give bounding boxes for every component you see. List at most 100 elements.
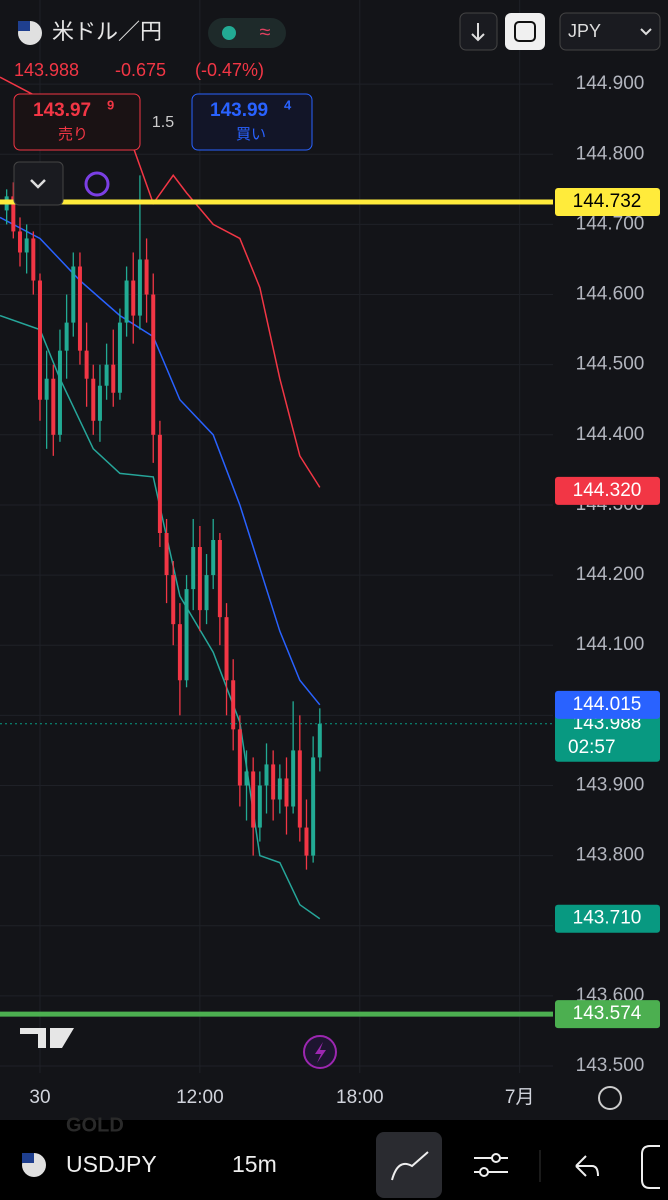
candle-body — [257, 785, 262, 828]
slider-knob — [479, 1167, 489, 1177]
candle-body — [211, 540, 216, 576]
candle-body — [124, 280, 129, 323]
candle-body — [297, 750, 302, 828]
candle-body — [244, 771, 249, 786]
candle-body — [284, 778, 289, 807]
candle-body — [111, 364, 116, 393]
y-tick-label: 144.200 — [576, 564, 645, 585]
logo — [20, 1028, 74, 1048]
x-tick-label: 7月 — [505, 1087, 535, 1108]
bottom-bar — [0, 1120, 668, 1200]
currency: JPY — [568, 21, 601, 41]
status-pill[interactable] — [208, 18, 286, 48]
download-icon — [471, 23, 485, 42]
candle-body — [24, 238, 29, 253]
x-axis-area — [0, 1073, 668, 1120]
candle-body — [17, 231, 22, 253]
symbol-name[interactable]: 米ドル／円 — [52, 19, 162, 44]
more-button[interactable] — [641, 1145, 660, 1189]
candle-body — [44, 378, 49, 400]
price-tag — [555, 1000, 660, 1029]
price-tag-label: 143.574 — [573, 1003, 642, 1024]
y-tick-label: 144.800 — [576, 143, 645, 164]
candle-body — [117, 322, 122, 393]
candle-body — [217, 540, 222, 618]
candle-body — [311, 757, 316, 856]
y-tick-label: 143.900 — [576, 774, 645, 795]
buy-pip: 4 — [284, 97, 292, 112]
candle-body — [11, 196, 16, 232]
candle-body — [164, 532, 169, 576]
sell-label: 売り — [58, 126, 88, 143]
settings-icon[interactable] — [598, 1086, 622, 1110]
candle-body — [231, 680, 236, 730]
price-tag — [555, 709, 660, 762]
candle-body — [317, 723, 322, 758]
candle-body — [57, 350, 62, 435]
y-tick-label: 144.900 — [576, 73, 645, 94]
candle-body — [144, 259, 149, 295]
candle-body — [191, 547, 196, 590]
candle-body — [37, 280, 42, 400]
alert-bolt — [315, 1042, 326, 1063]
y-tick-label: 144.500 — [576, 354, 645, 375]
candle-body — [64, 322, 69, 351]
y-tick-label: 144.100 — [576, 634, 645, 655]
fullscreen-icon — [514, 21, 536, 42]
collapse-button[interactable] — [13, 161, 64, 206]
change-pct: (-0.47%) — [195, 60, 264, 80]
price-tag — [555, 187, 660, 216]
footer-interval[interactable]: 15m — [232, 1151, 277, 1177]
buy-label: 買い — [236, 126, 266, 143]
candle-body — [224, 617, 229, 681]
candle-body — [264, 764, 269, 786]
dropdown-icon — [640, 28, 652, 36]
candle-body — [97, 385, 102, 421]
candle-body — [237, 729, 242, 786]
chevron-icon — [30, 179, 46, 189]
change: -0.675 — [115, 60, 166, 80]
candle-body — [304, 827, 309, 856]
axis-tag — [555, 476, 660, 505]
candle-body — [77, 266, 82, 351]
footer-symbol[interactable]: USDJPY — [66, 1151, 157, 1177]
y-tick-label: 143.500 — [576, 1055, 645, 1076]
drawing-icon — [391, 1151, 429, 1181]
candle-body — [251, 771, 256, 828]
candle-body — [277, 778, 282, 800]
candle-body — [197, 547, 202, 611]
undo-button[interactable] — [575, 1155, 599, 1177]
slider-knob — [491, 1153, 501, 1163]
flag-icon — [18, 21, 30, 31]
axis-tag-label: 143.710 — [573, 908, 642, 929]
candle-body — [31, 238, 36, 281]
refresh-icon[interactable] — [84, 171, 110, 197]
y-tick-label: 144.400 — [576, 424, 645, 445]
candle-body — [131, 280, 136, 316]
sell-pip: 9 — [107, 97, 114, 112]
flag-icon — [22, 1153, 34, 1163]
x-tick-label: 30 — [29, 1087, 50, 1108]
candle-body — [177, 624, 182, 681]
currency-select[interactable] — [559, 12, 661, 51]
y-tick-label: 143.800 — [576, 845, 645, 866]
candle-body — [271, 764, 276, 800]
candle-body — [137, 259, 142, 316]
feed-icon: ≈ — [260, 21, 271, 43]
candle-body — [157, 434, 162, 533]
buy-button[interactable] — [191, 93, 313, 151]
sell-button[interactable] — [13, 93, 141, 151]
candle-body — [151, 294, 156, 435]
candle-body — [171, 575, 176, 625]
candle-body — [291, 750, 296, 807]
last-price: 143.988 — [14, 60, 79, 80]
watermark: GOLD — [66, 1114, 124, 1136]
candle-body — [184, 589, 189, 681]
fullscreen-button[interactable] — [505, 13, 545, 50]
buy-price: 143.99 — [210, 100, 268, 121]
x-tick-label: 18:00 — [336, 1087, 384, 1108]
axis-tag-label: 144.015 — [573, 694, 642, 715]
sell-price: 143.97 — [33, 100, 91, 121]
